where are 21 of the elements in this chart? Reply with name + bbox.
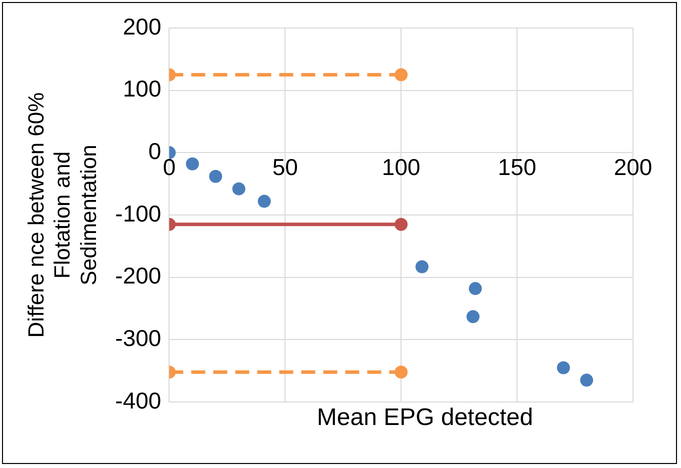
x-tick-label: 150 — [498, 154, 536, 180]
x-axis-title: Mean EPG detected — [316, 404, 534, 432]
point — [232, 182, 246, 196]
point — [556, 361, 570, 374]
point — [258, 194, 271, 208]
point — [186, 157, 199, 170]
point — [466, 310, 480, 324]
point — [468, 282, 482, 296]
y-tick-label: -200 — [115, 262, 162, 289]
y-tick-label: -300 — [115, 325, 162, 352]
y-tick-label: 100 — [122, 76, 162, 102]
y-tick-label: -400 — [115, 387, 162, 414]
x-tick-label: 100 — [382, 154, 420, 180]
y-tick-label: 200 — [122, 13, 162, 40]
x-tick-label: 200 — [614, 154, 652, 180]
y-tick-label: -100 — [115, 200, 162, 226]
point — [415, 260, 428, 274]
y-axis-title: Differe nce between 60% Flotation and Sedimentation — [23, 92, 102, 338]
x-tick-label: 50 — [272, 154, 298, 180]
point — [209, 170, 222, 183]
point — [580, 374, 594, 387]
